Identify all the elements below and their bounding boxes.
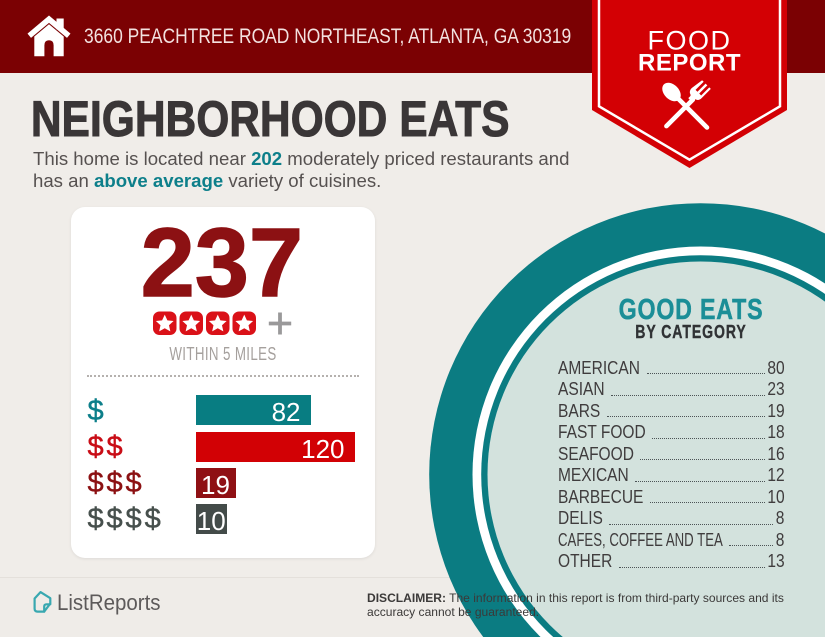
svg-text:FOOD: FOOD xyxy=(648,26,732,56)
svg-text:REPORT: REPORT xyxy=(638,50,741,77)
